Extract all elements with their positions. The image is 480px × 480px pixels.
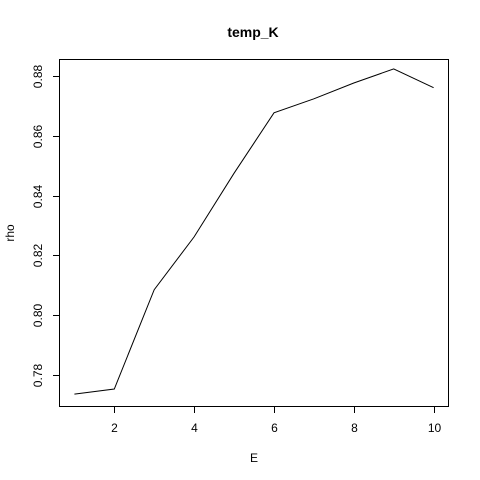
y-tick-label-1: 0.80	[31, 303, 45, 327]
y-tick-label-2: 0.82	[31, 243, 45, 267]
y-axis-label: rho	[3, 224, 17, 242]
x-axis-label: E	[250, 451, 258, 465]
plot-frame	[59, 59, 449, 407]
x-axis: 2 4 6 8 10	[111, 406, 441, 435]
y-tick-label-5: 0.88	[31, 64, 45, 88]
y-tick-label-3: 0.84	[31, 184, 45, 208]
chart-title: temp_K	[227, 24, 278, 40]
x-tick-label-8: 8	[351, 421, 358, 435]
x-tick-label-10: 10	[428, 421, 442, 435]
y-axis: 0.78 0.80 0.82 0.84 0.86 0.88	[31, 64, 60, 387]
series-line-0	[74, 68, 434, 395]
data-series	[74, 68, 434, 395]
x-tick-label-6: 6	[271, 421, 278, 435]
x-tick-label-2: 2	[111, 421, 118, 435]
y-tick-label-4: 0.86	[31, 124, 45, 148]
x-tick-label-4: 4	[191, 421, 198, 435]
y-tick-label-0: 0.78	[31, 363, 45, 387]
